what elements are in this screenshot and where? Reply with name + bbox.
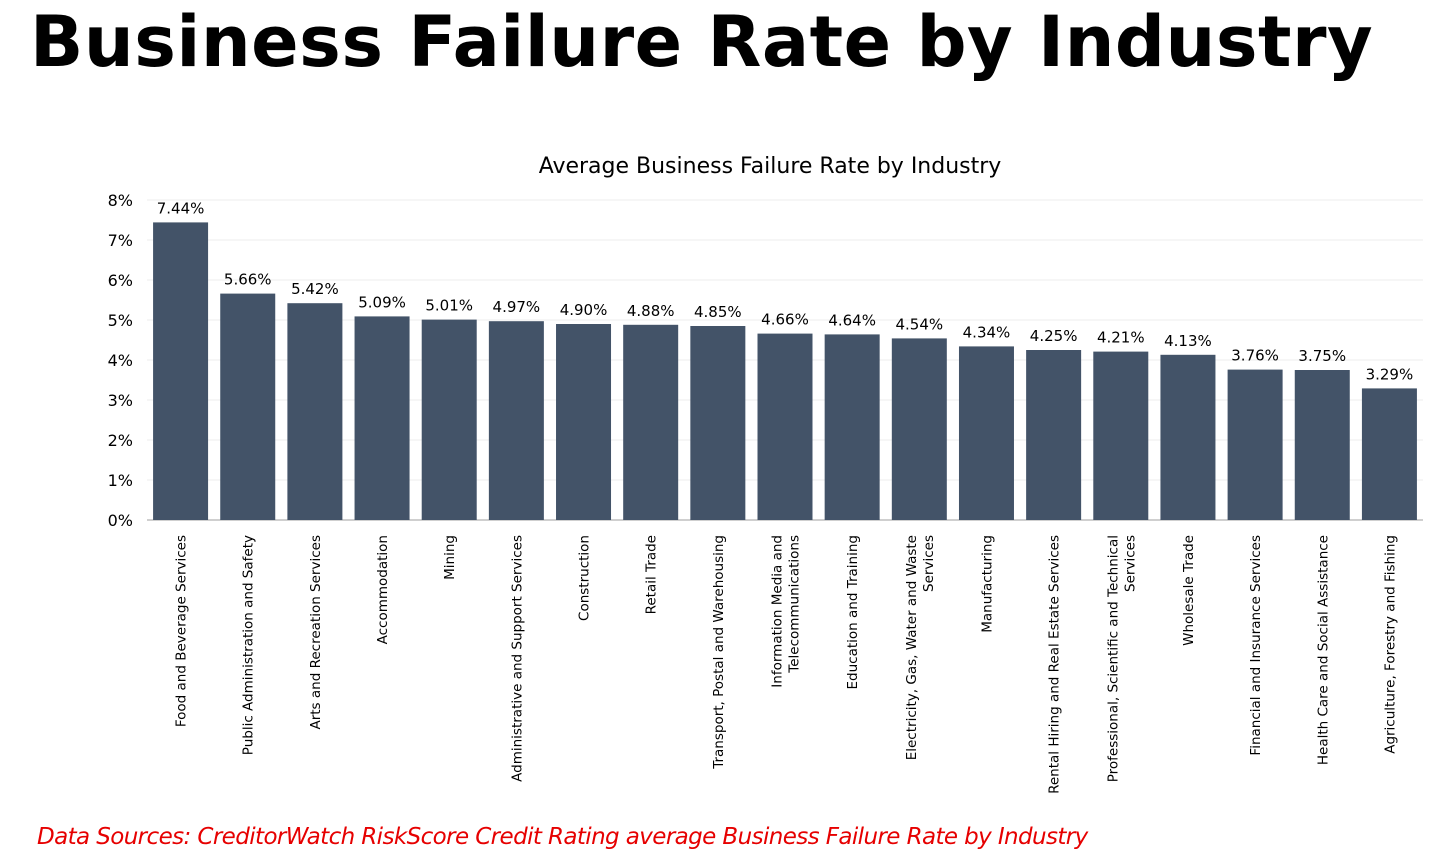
chart-title: Average Business Failure Rate by Industr… [539,154,1002,179]
x-tick-label-line: Arts and Recreation Services [308,535,324,730]
x-tick-label-line: Construction [577,535,593,621]
x-tick-label-line: Agriculture, Forestry and Fishing [1382,535,1398,754]
x-tick-label-line: Electricity, Gas, Water and Waste [904,535,920,760]
x-tick-label-line: Wholesale Trade [1181,535,1197,646]
data-labels: 7.44% 5.66% 5.42% 5.09% 5.01% 4.97% 4.90% 4.88%… [157,199,1413,383]
y-tick-label: 5% [108,311,133,330]
x-tick-label-line: Transport, Postal and Warehousing [711,535,727,770]
bar-value-label: 4.97% [493,298,541,316]
bar-value-label: 4.34% [963,323,1011,341]
bar-value-label: 5.66% [224,271,272,289]
bar [623,324,679,520]
bar-value-label: 4.25% [1030,327,1078,345]
x-tick-label-line: Information Media and [770,535,786,688]
x-tick-label-line: Education and Training [845,535,861,689]
x-tick-label-line: Manufacturing [979,535,995,633]
bar [421,319,477,520]
bar-value-label: 4.64% [828,311,876,329]
bar-value-label: 4.88% [627,302,675,320]
bar-value-label: 4.85% [694,303,742,321]
bars [153,222,1417,520]
x-tick-label: Health Care and Social Assistance [1315,535,1331,765]
x-tick-label: Arts and Recreation Services [308,535,324,730]
bar-value-label: 5.42% [291,280,339,298]
y-axis: 0% 1% 2% 3% 4% 5% 6% 7% 8% [108,191,133,530]
y-tick-label: 0% [108,511,133,530]
y-tick-label: 6% [108,271,133,290]
bar [1026,350,1082,520]
y-tick-label: 2% [108,431,133,450]
x-tick-label: Food and Beverage Services [174,535,190,727]
y-tick-label: 4% [108,351,133,370]
x-tick-label: Transport, Postal and Warehousing [711,535,727,770]
x-tick-label-line: Rental Hiring and Real Estate Services [1047,535,1063,794]
bar [1361,388,1417,520]
data-source-note: Data Sources: CreditorWatch RiskScore Cr… [37,824,1088,850]
x-tick-label: Rental Hiring and Real Estate Services [1047,535,1063,794]
bar-value-label: 4.66% [761,311,809,329]
x-tick-label-line: Public Administration and Safety [241,535,257,755]
x-tick-label-line: Mining [442,535,458,580]
x-tick-label: Administrative and Support Services [509,535,525,782]
x-tick-label: Electricity, Gas, Water and Waste Service… [904,535,937,760]
bar-value-label: 7.44% [157,199,205,217]
x-tick-label-line: Financial and Insurance Services [1248,535,1264,756]
x-tick-label-line: Food and Beverage Services [174,535,190,727]
bar [1227,369,1283,520]
bar [354,316,410,520]
x-tick-label: Financial and Insurance Services [1248,535,1264,756]
x-tick-label-line: Services [921,535,937,592]
bar-value-label: 3.29% [1366,365,1414,383]
bar [1093,351,1149,520]
x-tick-label: Information Media and Telecommunications [770,535,803,688]
bar [958,346,1014,520]
x-tick-label-line: Accommodation [375,535,391,644]
bar-value-label: 5.01% [425,297,473,315]
bar-value-label: 3.75% [1298,347,1346,365]
x-tick-label: Construction [577,535,593,621]
y-tick-label: 7% [108,231,133,250]
bar [556,324,612,520]
bar [757,333,813,520]
x-tick-label: Retail Trade [644,535,660,614]
y-tick-label: 3% [108,391,133,410]
bar-value-label: 4.13% [1164,332,1212,350]
x-tick-label-line: Health Care and Social Assistance [1315,535,1331,765]
bar [153,222,209,520]
bar-value-label: 5.09% [358,293,406,311]
x-tick-label: Mining [442,535,458,580]
x-tick-label: Agriculture, Forestry and Fishing [1382,535,1398,754]
page-title: Business Failure Rate by Industry [30,1,1374,83]
x-tick-label-line: Services [1122,535,1138,592]
x-tick-label: Accommodation [375,535,391,644]
bar-value-label: 4.90% [560,301,608,319]
x-tick-label: Wholesale Trade [1181,535,1197,646]
bar [824,334,880,520]
x-tick-label: Public Administration and Safety [241,535,257,755]
x-tick-label-line: Administrative and Support Services [509,535,525,782]
x-tick-label: Education and Training [845,535,861,689]
bar-value-label: 4.54% [895,315,943,333]
bar [220,293,276,520]
bar [1294,370,1350,520]
bar [891,338,947,520]
x-tick-label-line: Telecommunications [787,535,803,674]
bar [690,326,746,520]
x-axis: Food and Beverage Services Public Adminis… [174,535,1399,794]
x-tick-label: Professional, Scientific and Technical Se… [1105,535,1138,782]
bar [287,303,343,520]
bar [1160,354,1216,520]
y-tick-label: 8% [108,191,133,210]
x-tick-label-line: Retail Trade [644,535,660,614]
bar-value-label: 3.76% [1231,347,1279,365]
bar [488,321,544,520]
x-tick-label: Manufacturing [979,535,995,633]
x-tick-label-line: Professional, Scientific and Technical [1105,535,1121,782]
bar-value-label: 4.21% [1097,329,1145,347]
y-tick-label: 1% [108,471,133,490]
